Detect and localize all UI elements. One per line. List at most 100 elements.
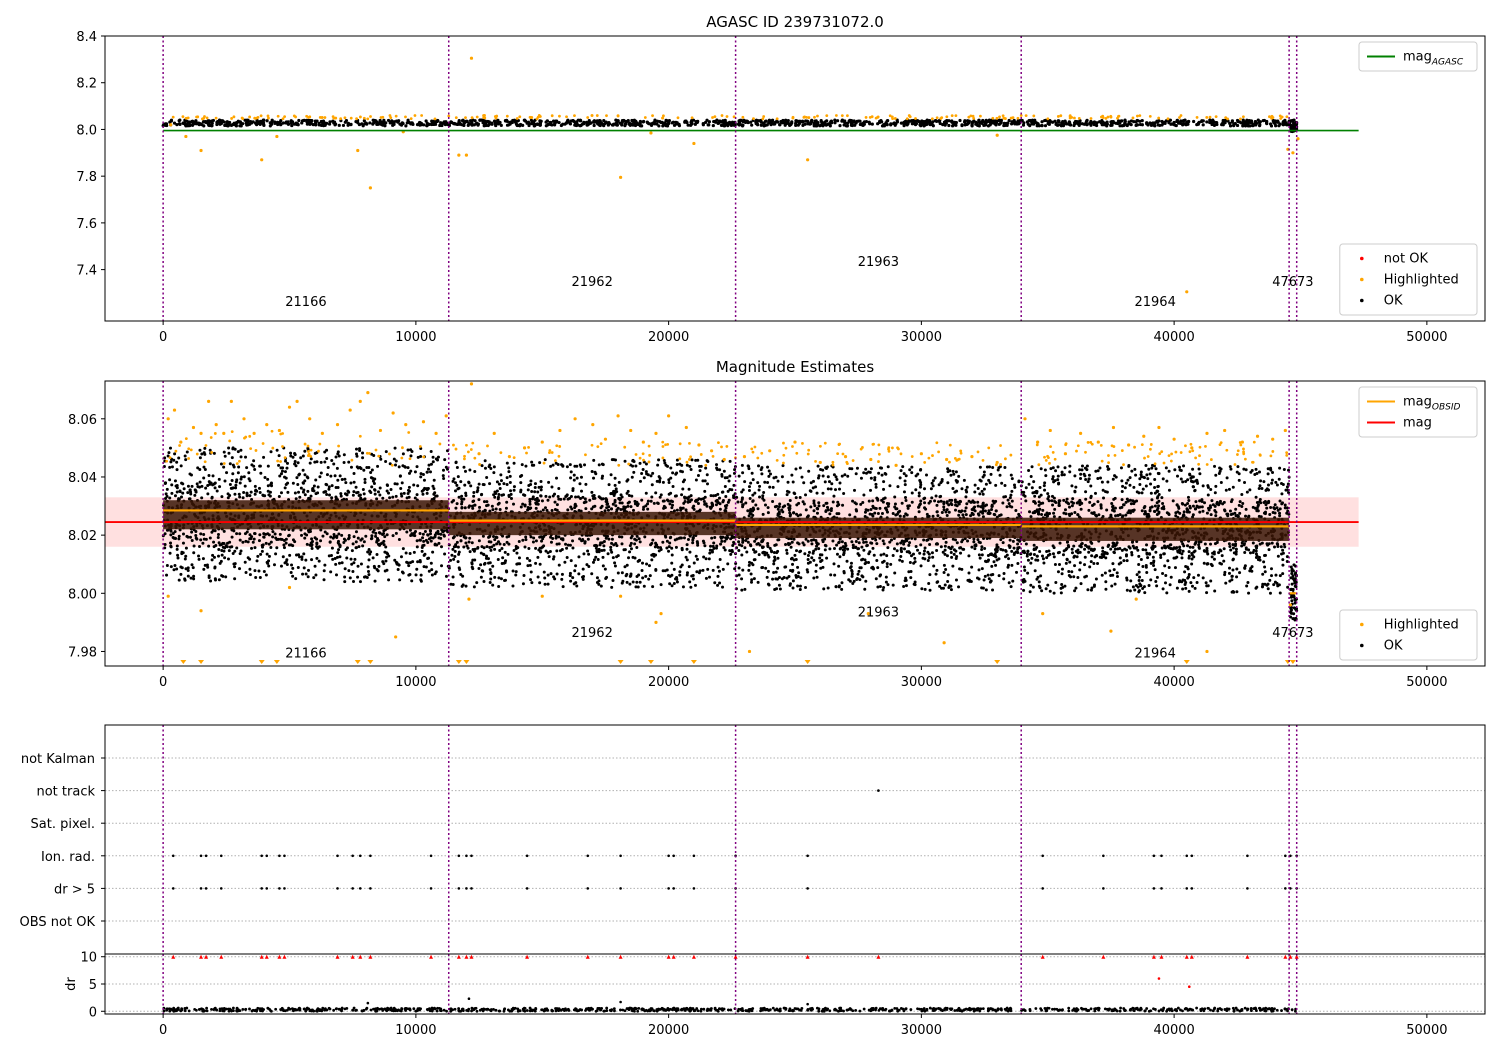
highlighted-point	[1208, 115, 1212, 119]
obsid-label: 21962	[571, 275, 612, 290]
ok-point	[649, 543, 653, 547]
ok-point	[358, 466, 362, 470]
ok-point	[303, 473, 307, 477]
ok-point	[506, 552, 510, 556]
ok-point	[384, 545, 388, 549]
ok-point	[311, 123, 315, 127]
ok-point	[512, 548, 516, 552]
ok-point	[291, 455, 295, 459]
ok-point	[175, 490, 179, 494]
ok-point	[691, 536, 695, 540]
highlighted-point	[891, 117, 895, 121]
ok-point	[579, 465, 583, 469]
ok-point	[610, 458, 614, 462]
ok-point	[368, 121, 372, 125]
ok-point	[296, 461, 300, 465]
ok-point	[423, 530, 427, 534]
ok-point	[496, 557, 500, 561]
ok-point	[1078, 119, 1082, 123]
ok-point	[251, 540, 255, 544]
ok-point	[345, 556, 349, 560]
highlighted-point	[255, 116, 259, 120]
ok-point	[215, 121, 219, 125]
ok-point	[169, 529, 173, 533]
ok-point	[460, 497, 464, 501]
ok-point	[440, 564, 444, 568]
ok-point	[300, 119, 305, 123]
ok-point	[291, 566, 295, 570]
ok-point	[829, 119, 834, 123]
ok-point	[518, 122, 523, 127]
ok-point	[498, 548, 502, 552]
ok-point	[570, 507, 574, 511]
ok-point	[202, 533, 206, 537]
ok-point	[248, 537, 252, 541]
ok-point	[516, 562, 520, 566]
ok-point	[354, 447, 358, 451]
ok-point	[462, 119, 466, 123]
ok-point	[973, 547, 977, 551]
ok-point	[230, 486, 234, 490]
ok-point	[491, 508, 495, 512]
ok-point	[492, 471, 496, 475]
ok-point	[238, 481, 242, 485]
ok-point	[483, 459, 487, 463]
ok-point	[884, 121, 888, 125]
ok-point	[360, 122, 364, 126]
ok-point	[391, 495, 395, 499]
ok-point	[307, 120, 311, 124]
ok-point	[918, 551, 922, 555]
ok-point	[641, 576, 645, 580]
ok-point	[666, 573, 670, 577]
ok-point	[164, 123, 168, 127]
ok-point	[620, 535, 624, 539]
ok-point	[1140, 119, 1144, 123]
highlighted-point	[978, 114, 982, 118]
ok-point	[227, 549, 231, 553]
ok-point	[743, 546, 747, 550]
ok-point	[254, 575, 258, 579]
ok-point	[271, 530, 275, 534]
ok-point	[857, 553, 861, 557]
ok-point	[497, 576, 501, 580]
ok-point	[592, 123, 596, 128]
ok-point	[395, 561, 399, 565]
ok-point	[492, 534, 496, 538]
ok-point	[644, 491, 648, 495]
ok-point	[314, 123, 318, 127]
ok-point	[777, 505, 781, 509]
highlighted-point	[275, 134, 279, 139]
highlighted-point	[482, 114, 485, 117]
ok-point	[605, 500, 609, 504]
ok-point	[1105, 122, 1109, 126]
ok-point	[511, 118, 515, 123]
ok-point	[482, 553, 486, 557]
ok-point	[477, 482, 481, 486]
ok-point	[198, 467, 202, 471]
ok-point	[981, 119, 985, 124]
ok-point	[426, 123, 430, 127]
ok-point	[1175, 119, 1179, 124]
ok-point	[362, 468, 366, 472]
ok-point	[727, 120, 732, 124]
ok-point	[375, 552, 379, 556]
ok-point	[1068, 123, 1072, 127]
ok-point	[716, 574, 720, 578]
ok-point	[590, 572, 594, 576]
ok-point	[1271, 119, 1276, 123]
ok-point	[1156, 123, 1160, 127]
ok-point	[607, 505, 611, 509]
ok-point	[709, 544, 713, 548]
ok-point	[629, 505, 633, 509]
ok-point	[181, 541, 185, 545]
ok-point	[203, 119, 208, 124]
highlighted-point	[1109, 115, 1113, 119]
highlighted-point	[595, 114, 599, 117]
ok-point	[1016, 119, 1020, 123]
ok-point	[419, 472, 423, 476]
ok-point	[536, 490, 540, 494]
highlighted-point	[1002, 116, 1006, 120]
ok-point	[197, 557, 201, 561]
ok-point	[530, 460, 534, 464]
ok-point	[463, 469, 467, 473]
